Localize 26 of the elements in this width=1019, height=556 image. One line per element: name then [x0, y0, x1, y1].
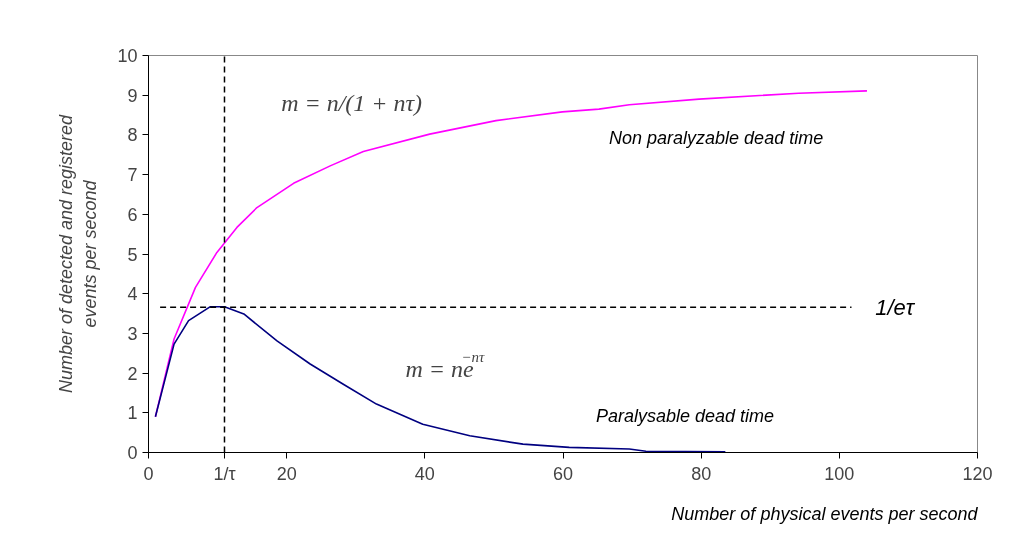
x-tick-label: 20 [276, 463, 297, 484]
y-tick-label: 1 [127, 403, 138, 424]
x-axis-title: Number of physical events per second [671, 503, 979, 524]
y-tick-label: 4 [127, 284, 138, 305]
series-label: Paralysable dead time [595, 405, 775, 426]
y-tick-label: 6 [127, 204, 138, 225]
x-tick-label: 120 [962, 463, 993, 484]
annotation: m = n/(1 + nτ) [281, 90, 423, 117]
y-axis-title: Number of detected and registered events per second [56, 113, 101, 394]
ref-line-label: 1/τ [213, 463, 236, 484]
y-tick-label: 0 [127, 443, 138, 463]
x-tick-label: 0 [143, 463, 154, 484]
ref-line-label: 1/eτ [875, 294, 916, 320]
y-tick-label: 10 [117, 46, 138, 66]
y-tick-label: 9 [127, 85, 138, 106]
series-label: Non paralyzable dead time [609, 128, 824, 149]
x-tick-label: 80 [691, 463, 712, 484]
y-tick-label: 5 [127, 244, 138, 265]
annotation: m = ne−nτ [405, 349, 485, 383]
x-tick-label: 100 [824, 463, 855, 484]
y-tick-label: 7 [127, 165, 138, 186]
x-tick-label: 40 [414, 463, 435, 484]
y-tick-label: 2 [127, 363, 138, 384]
y-tick-label: 8 [127, 125, 138, 146]
x-tick-label: 60 [552, 463, 574, 484]
y-tick-label: 3 [127, 323, 138, 344]
